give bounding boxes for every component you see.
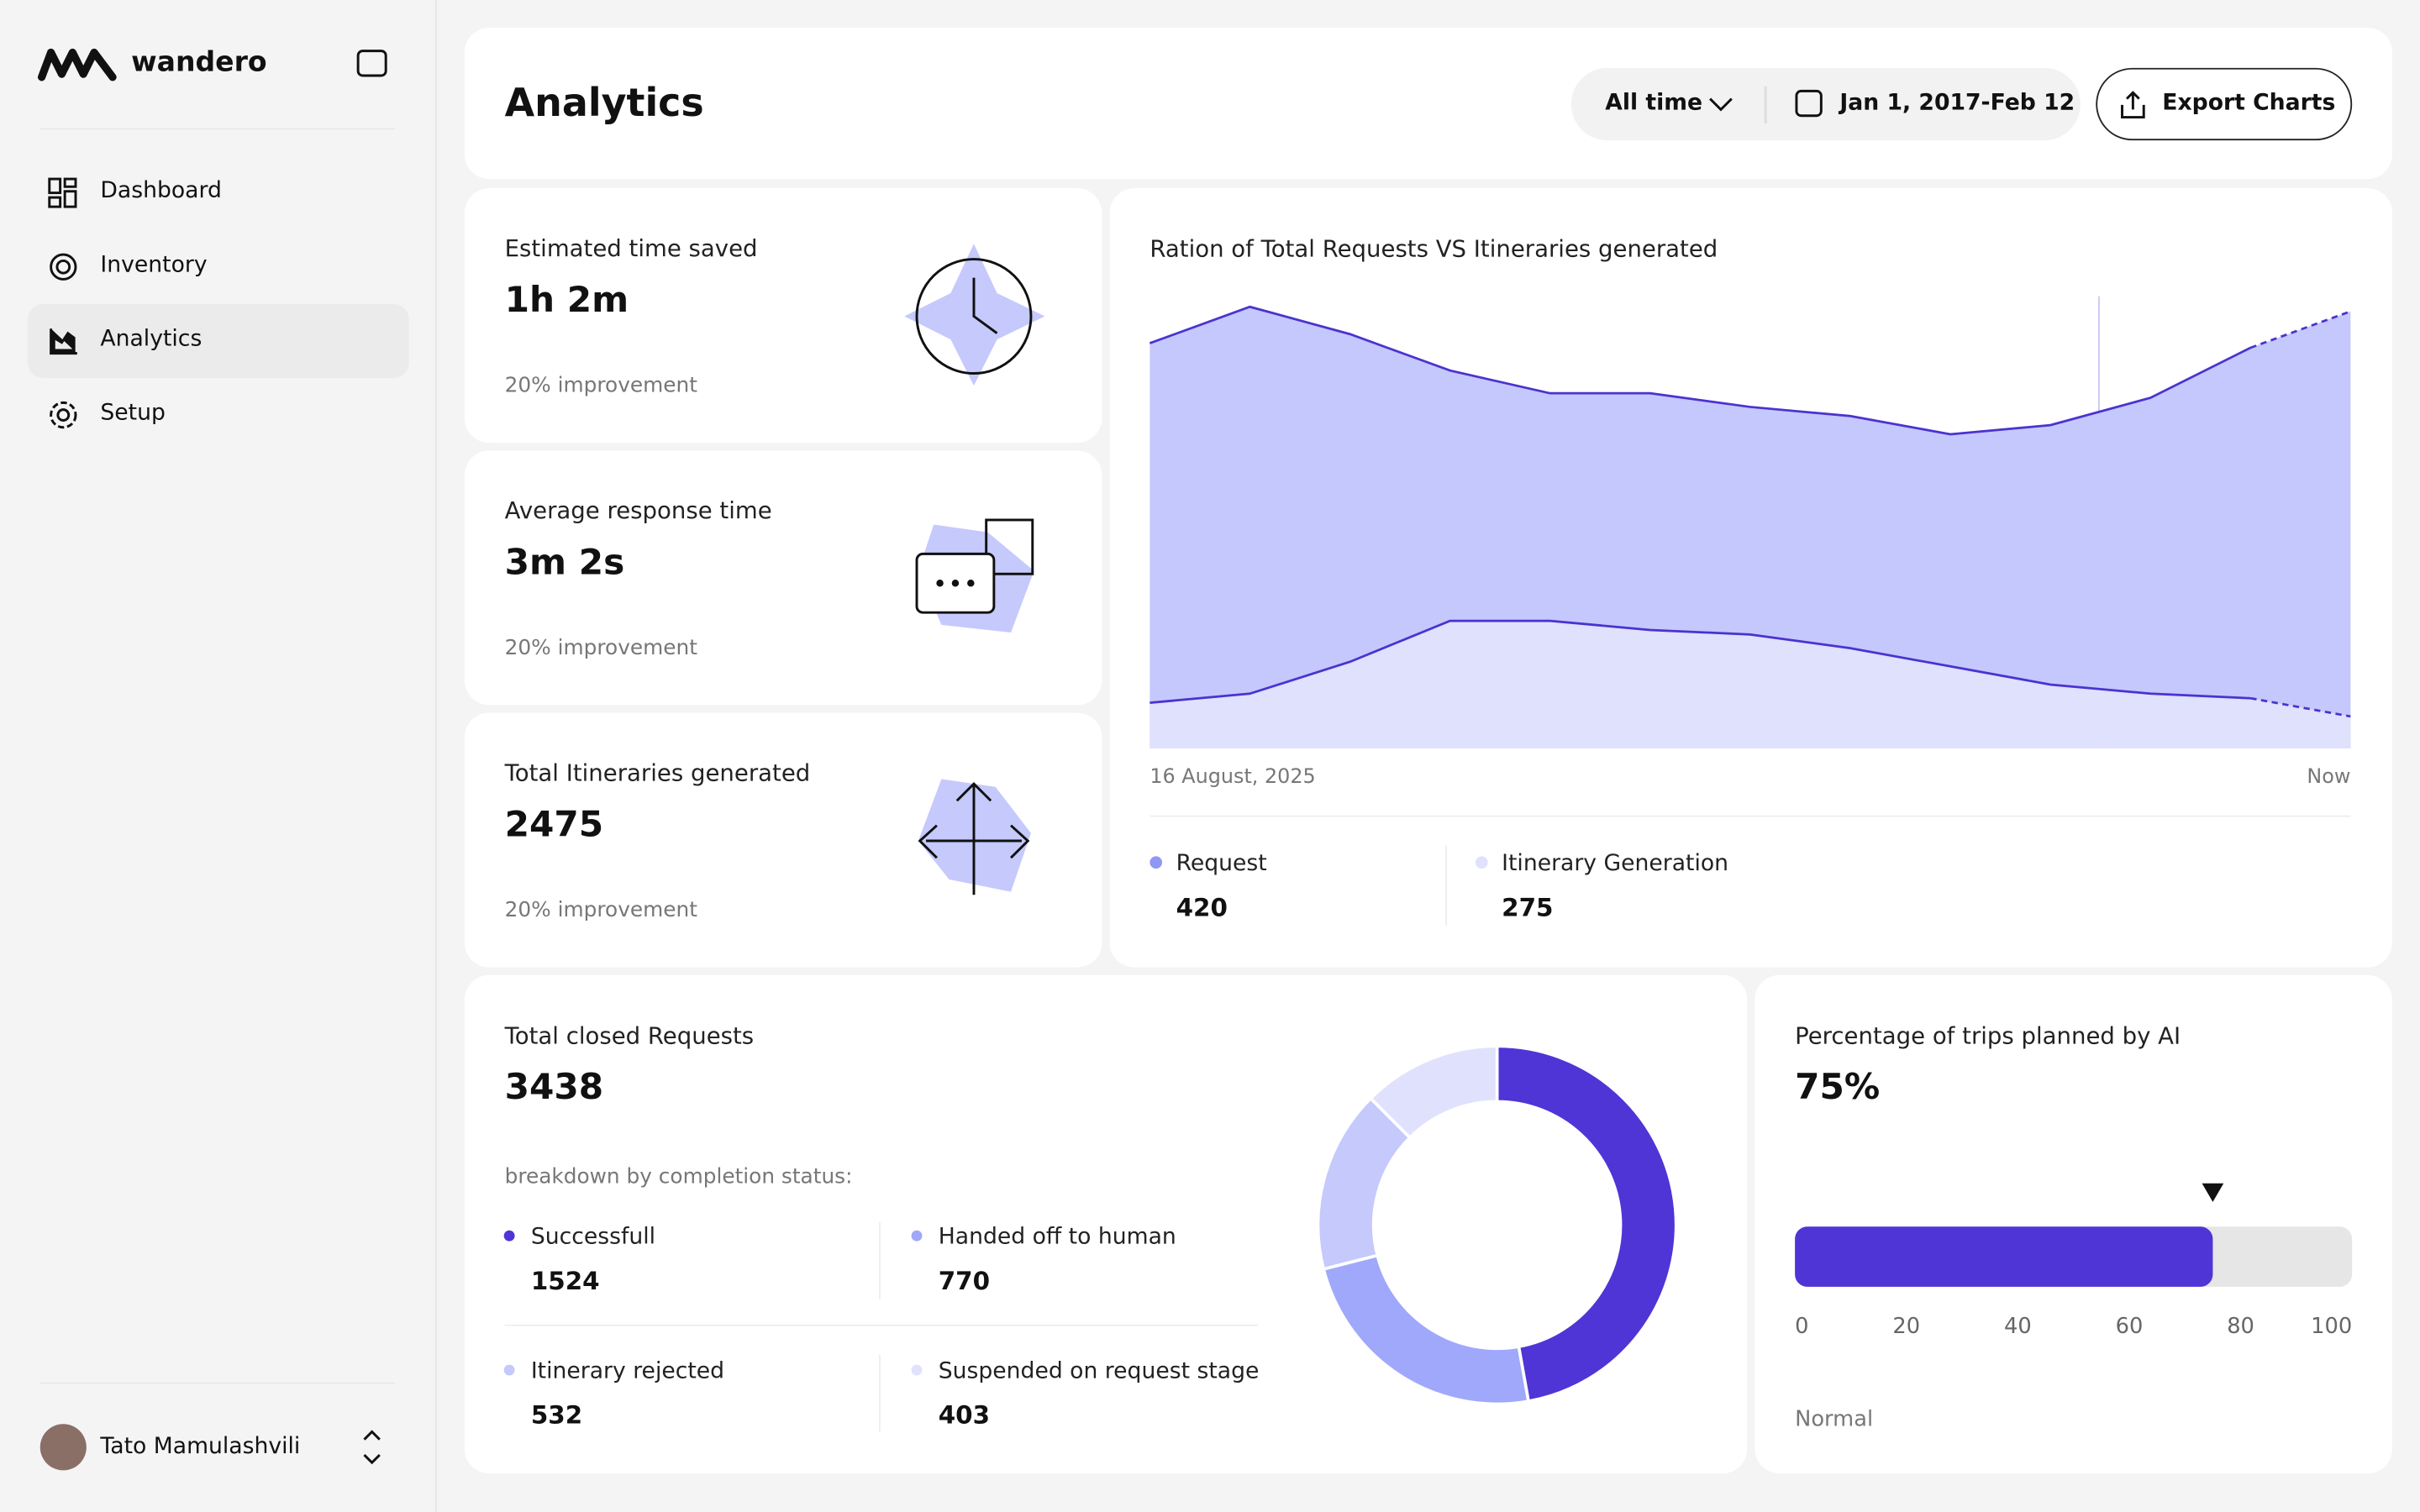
donut-segment [1368,1044,1499,1140]
nav-item-active[interactable]: Analytics [28,303,409,379]
stat-label: Estimated time saved [504,234,758,263]
x-tick-label: 100 [2311,1314,2352,1339]
x-tick-label: 60 [2116,1314,2144,1339]
nav-label[interactable]: Inventory [100,253,208,278]
legend-dot [911,1230,923,1242]
divider [39,1382,396,1384]
x-tick-label: 40 [2004,1314,2032,1339]
nav-item[interactable]: Setup [28,378,409,452]
x-tick-label: 0 [1795,1314,1808,1339]
legend-label: Itinerary rejected [531,1357,724,1383]
page-title: Analytics [504,80,704,125]
stat-value: 2475 [504,805,604,846]
collapse-icon[interactable] [356,50,387,77]
line [1149,305,2251,436]
nav-label[interactable]: Dashboard [100,179,222,204]
legend-dot [1150,856,1163,869]
legend-label: Suspended on request stage [939,1357,1260,1383]
legend-label: Successfull [531,1224,655,1250]
filter-pill [1570,67,2081,141]
icon [63,177,77,188]
icon [48,177,62,195]
chart-title: Percentage of trips planned by AI [1795,1022,2181,1049]
legend-dot [503,1364,515,1376]
logo [38,48,117,81]
nav-label[interactable]: Analytics [100,327,203,352]
stat-value: 3m 2s [504,543,625,584]
avatar[interactable] [39,1424,87,1471]
legend-label: Itinerary Generation [1502,850,1728,876]
legend-value: 770 [939,1267,990,1295]
period-select[interactable]: All time [1605,91,1703,116]
stat-label: Average response time [504,496,772,525]
donut-segment [1495,1044,1678,1404]
total: 3438 [505,1066,604,1107]
legend-dot [911,1364,923,1376]
area [1150,621,2351,748]
dot [967,580,975,587]
export-icon [2121,91,2145,119]
progress-bar [1795,1226,2213,1287]
legend-dot [1475,856,1488,869]
icon [56,408,71,422]
progress-marker [2202,1183,2224,1202]
date-range[interactable]: Jan 1, 2017-Feb 12 [1839,91,2075,116]
export-label[interactable]: Export Charts [2162,91,2336,116]
x-tick-label: 20 [1892,1314,1920,1339]
icons [38,48,2351,1465]
stat-note: 20% improvement [504,897,698,923]
legend-value: 275 [1502,893,1553,921]
progress-card [1754,974,2392,1474]
clock-icon [972,277,998,334]
divider [39,128,396,130]
icon [50,401,77,429]
subtitle: breakdown by completion status: [505,1163,853,1188]
line-projection [2250,696,2351,718]
user-name[interactable]: Tato Mamulashvili [100,1435,301,1460]
stat-note: 20% improvement [504,373,698,398]
nav-label[interactable]: Setup [100,401,166,426]
dot [936,580,944,587]
export-button[interactable] [2096,67,2353,141]
icon [63,190,77,208]
x-tick-label: 16 August, 2025 [1150,764,1315,788]
line-projection [2249,310,2351,349]
legend-value: 420 [1176,893,1228,921]
brand: wandero [131,46,267,79]
sidebar [0,0,437,1512]
line [1150,619,2251,705]
legend-value: 403 [939,1401,990,1430]
chart-title: Total closed Requests [504,1022,755,1049]
icon [363,1430,381,1465]
status-label: Normal [1795,1406,1873,1431]
legend-value: 1524 [531,1267,600,1295]
route-icon [918,781,1030,895]
calendar-icon [1795,89,1823,118]
chevron [1709,97,1733,112]
x-tick-label: 80 [2227,1314,2254,1339]
value-label: 75% [1795,1066,1880,1107]
nav-item[interactable]: Dashboard [28,156,409,230]
x-tick-label: Now [2307,764,2350,788]
donut-segment [1321,1253,1531,1406]
chart-title: Ration of Total Requests VS Itineraries … [1150,236,1718,263]
icon [48,196,62,208]
legend-dot [503,1230,515,1242]
stat-label: Total Itineraries generated [504,759,811,787]
dot [951,580,960,587]
stat-value: 1h 2m [504,281,629,322]
legend-label: Request [1176,850,1267,876]
doc-icon [985,518,1034,575]
icon [50,328,77,355]
nav-item[interactable]: Inventory [28,230,409,304]
legend-label: Handed off to human [939,1224,1176,1250]
clock-icon [915,258,1033,375]
legend-value: 532 [531,1401,582,1430]
icon [55,259,71,275]
icon [50,253,77,281]
stat-note: 20% improvement [504,635,698,661]
